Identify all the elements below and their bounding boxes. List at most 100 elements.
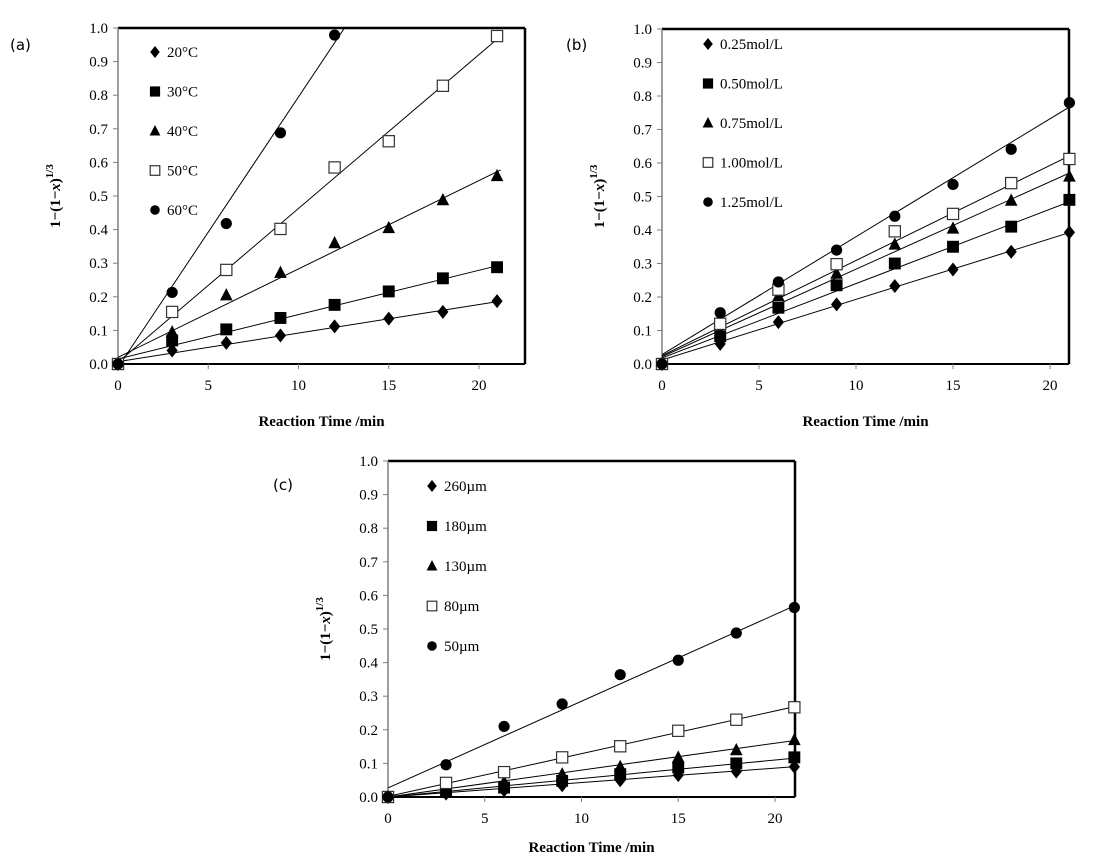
- y-tick-label: 0.2: [633, 290, 652, 306]
- data-point: [613, 740, 627, 753]
- data-point: [382, 220, 396, 234]
- data-point: [830, 279, 843, 292]
- y-tick-label: 0.6: [359, 588, 378, 604]
- data-point: [772, 301, 785, 314]
- data-point: [947, 262, 959, 277]
- data-point: [730, 742, 743, 756]
- y-axis-title: 1−(1−x)1/3: [314, 597, 334, 661]
- data-point: [274, 312, 287, 324]
- y-tick-label: 0.4: [633, 223, 652, 239]
- y-tick-label: 0.8: [359, 521, 378, 537]
- legend-label: 130µm: [444, 559, 487, 575]
- data-point: [672, 761, 685, 774]
- data-point: [165, 305, 179, 319]
- data-point: [556, 774, 569, 787]
- fit-line-0.50mol/L: [662, 201, 1069, 359]
- y-tick-label: 0.7: [633, 123, 652, 139]
- fit-line-30°C: [118, 264, 501, 360]
- data-point: [436, 79, 450, 92]
- data-point: [439, 776, 453, 790]
- data-point: [382, 791, 394, 803]
- x-axis-title: Reaction Time /min: [258, 414, 385, 430]
- y-tick-label: 0.2: [359, 723, 378, 739]
- legend-marker: [149, 125, 161, 136]
- y-tick-label: 0.6: [633, 156, 652, 172]
- legend: 0.25mol/L 0.50mol/L 0.75mol/L 1.00mol/L 1.25…: [702, 37, 783, 211]
- data-point: [274, 328, 287, 343]
- legend-marker: [426, 600, 438, 612]
- series-40°C: [111, 168, 504, 370]
- data-point: [220, 263, 233, 277]
- fit-line-0.25mol/L: [662, 232, 1069, 361]
- legend-label: 260µm: [444, 479, 487, 495]
- y-tick-label: 0.1: [359, 756, 378, 772]
- y-axis-title: 1−(1−x)1/3: [588, 164, 608, 228]
- series-50µm: [382, 601, 800, 803]
- data-point: [328, 161, 341, 174]
- data-point: [1005, 143, 1017, 155]
- data-point: [497, 765, 511, 779]
- legend: 20°C 30°C 40°C 50°C 60°C: [149, 45, 198, 219]
- data-point: [947, 178, 959, 191]
- y-tick-label: 0.5: [633, 190, 652, 206]
- data-point: [436, 193, 450, 206]
- data-point: [946, 221, 960, 234]
- data-point: [436, 272, 449, 285]
- legend: 260µm 180µm 130µm 80µm 50µm: [426, 479, 487, 655]
- data-point: [439, 783, 453, 796]
- data-point: [671, 750, 685, 763]
- data-point: [614, 669, 626, 681]
- data-point: [788, 732, 801, 746]
- y-tick-label: 0.1: [633, 324, 652, 340]
- panel-label: (b): [566, 36, 587, 54]
- data-point: [1004, 193, 1018, 206]
- data-point: [672, 654, 684, 666]
- y-tick-label: 0.2: [89, 290, 108, 306]
- data-point: [383, 311, 395, 326]
- x-tick-label: 10: [574, 811, 589, 827]
- data-point: [788, 751, 801, 764]
- y-tick-label: 0.0: [359, 790, 378, 806]
- y-tick-label: 1.0: [633, 22, 652, 38]
- data-point: [498, 781, 511, 794]
- data-point: [165, 325, 179, 338]
- legend-label: 1.00mol/L: [720, 156, 783, 172]
- panel-label: (c): [273, 476, 293, 494]
- x-tick-label: 0: [384, 811, 392, 827]
- data-point: [220, 288, 233, 301]
- fit-line-1.00mol/L: [662, 155, 1069, 357]
- legend-marker: [426, 520, 438, 532]
- legend-marker: [426, 560, 438, 571]
- fit-line-40°C: [118, 169, 501, 358]
- y-tick-label: 0.7: [89, 122, 108, 138]
- data-point: [888, 225, 902, 238]
- data-point: [1063, 169, 1076, 182]
- x-tick-label: 5: [755, 378, 763, 394]
- x-tick-label: 20: [1043, 378, 1058, 394]
- x-tick-label: 20: [768, 811, 783, 827]
- legend-label: 60°C: [167, 203, 198, 219]
- y-tick-label: 0.4: [89, 223, 108, 239]
- y-tick-label: 1.0: [89, 21, 108, 37]
- data-point: [946, 207, 960, 221]
- data-point: [382, 285, 395, 298]
- data-point: [274, 222, 287, 236]
- y-tick-label: 0.9: [359, 488, 378, 504]
- data-point: [329, 29, 341, 41]
- y-tick-label: 0.4: [359, 656, 378, 672]
- x-tick-label: 15: [381, 378, 396, 394]
- data-point: [713, 325, 727, 338]
- panel-c: 0.0 0.1 0.2 0.3 0.4 0.5 0.6 0.7 0.8 0.9 1.0 0 5 10 15 2…: [273, 454, 801, 856]
- data-point: [831, 297, 843, 312]
- y-tick-label: 0.5: [359, 622, 378, 638]
- y-tick-label: 0.3: [633, 257, 652, 273]
- fit-lines: [388, 605, 795, 797]
- data-point: [830, 266, 843, 279]
- fit-line-180µm: [388, 757, 795, 797]
- data-point: [730, 627, 742, 639]
- y-tick-label: 0.9: [633, 56, 652, 72]
- y-tick-label: 0.0: [633, 357, 652, 373]
- legend-label: 0.25mol/L: [720, 37, 783, 53]
- data-point: [328, 236, 341, 249]
- legend-label: 40°C: [167, 124, 198, 140]
